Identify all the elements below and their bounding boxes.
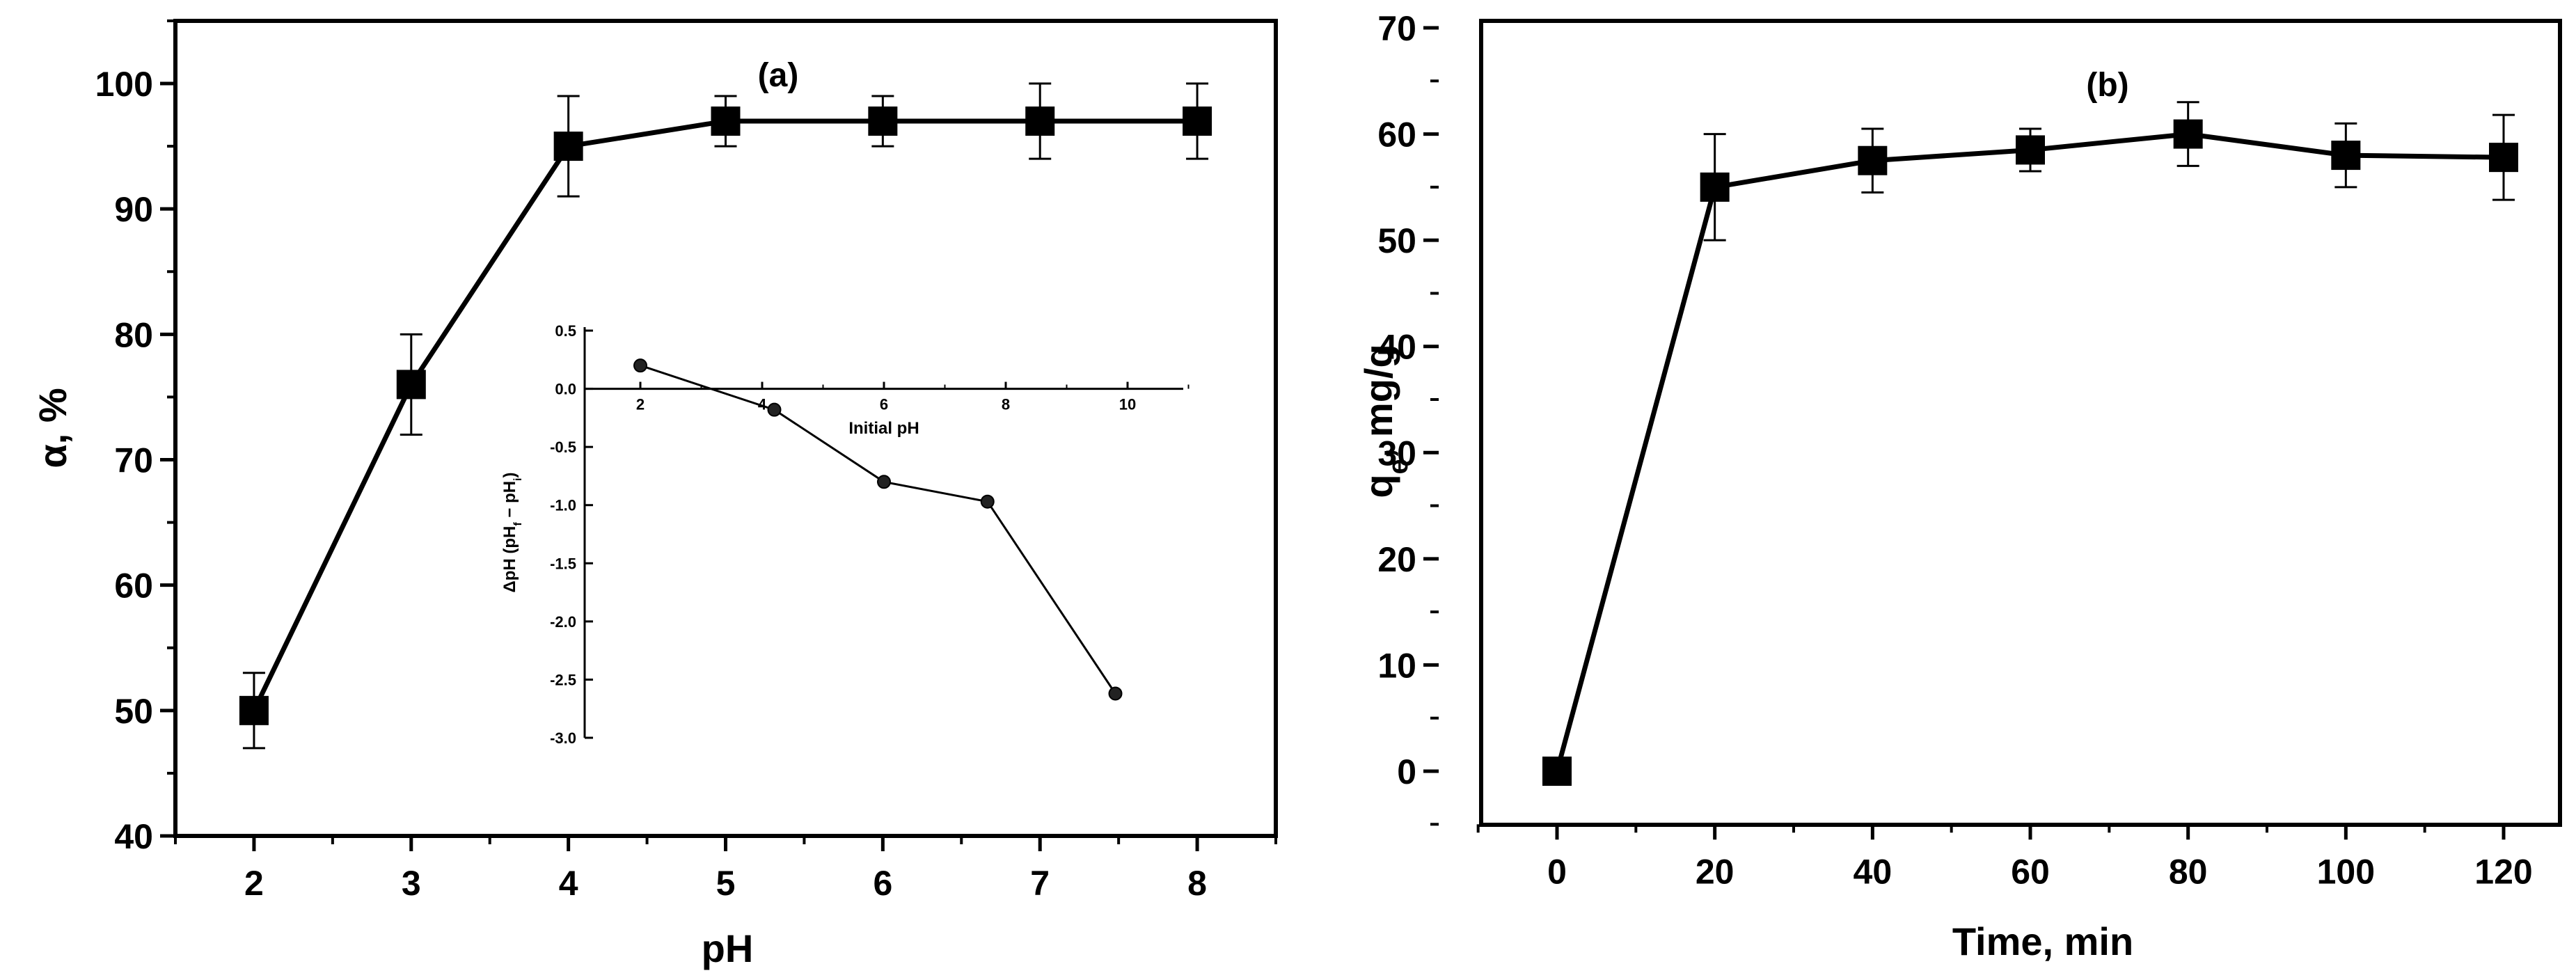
chart-b-markers bbox=[1542, 119, 2518, 786]
chart-a-inset-series-line bbox=[640, 364, 1116, 695]
chart-a-series-line bbox=[251, 118, 1198, 712]
data-point bbox=[2016, 135, 2045, 165]
inset-x-tick-label: 8 bbox=[1002, 396, 1010, 413]
x-tick-label: 7 bbox=[1030, 864, 1050, 903]
y-tick-label: 0 bbox=[1397, 752, 1416, 791]
x-tick-label: 3 bbox=[402, 864, 421, 903]
chart-a-inset-y-axis-label: ΔpH (pHf − pHi) bbox=[500, 472, 524, 592]
y-tick-label: 60 bbox=[1377, 116, 1416, 155]
inset-data-point bbox=[633, 358, 647, 373]
data-point bbox=[396, 370, 426, 400]
chart-a-inset-tick-labels: 2 4 6 8 10 0.5 0.0 -0.5 -1.0 -1.5 -2.0 -2.5 -3.0 bbox=[550, 322, 1136, 747]
x-tick-label: 2 bbox=[244, 864, 264, 903]
chart-b-plot-frame bbox=[1479, 19, 2562, 827]
chart-b-panel-label: (b) bbox=[2086, 67, 2128, 104]
x-tick-label: 8 bbox=[1187, 864, 1207, 903]
y-tick-label: 40 bbox=[114, 817, 153, 856]
inset-y-tick-label: -0.5 bbox=[550, 438, 576, 456]
chart-b-x-axis-label: Time, min bbox=[1952, 919, 2133, 963]
chart-a-x-axis-label: pH bbox=[702, 926, 754, 970]
y-tick-label: 70 bbox=[1377, 9, 1416, 48]
data-point bbox=[1025, 106, 1055, 136]
inset-x-tick-label: 6 bbox=[880, 396, 888, 413]
chart-a-tick-labels: 2 3 4 5 6 7 8 40 50 60 70 80 90 100 bbox=[95, 65, 1207, 903]
y-tick-label: 50 bbox=[114, 692, 153, 731]
inset-y-tick-label: 0.5 bbox=[555, 322, 576, 340]
x-tick-label: 40 bbox=[1854, 852, 1893, 891]
data-point bbox=[2331, 141, 2361, 171]
chart-b-error-bars bbox=[1703, 101, 2515, 242]
inset-y-tick-label: -1.0 bbox=[550, 497, 576, 514]
y-tick-label: 90 bbox=[114, 190, 153, 229]
y-tick-label: 10 bbox=[1377, 646, 1416, 685]
chart-a-inset: 2 4 6 8 10 0.5 0.0 -0.5 -1.0 -1.5 -2.0 -2.5 -3.0 Ini… bbox=[500, 322, 1190, 747]
chart-a-markers bbox=[239, 106, 1212, 725]
x-tick-label: 6 bbox=[873, 864, 892, 903]
chart-b-y-axis-label: qe, mg/g bbox=[1357, 344, 1414, 498]
x-tick-label: 0 bbox=[1547, 852, 1567, 891]
data-point bbox=[1858, 145, 1888, 175]
y-tick-label: 60 bbox=[114, 567, 153, 606]
inset-x-tick-label: 2 bbox=[636, 396, 645, 413]
chart-a-inset-ticks bbox=[585, 329, 1190, 739]
inset-x-tick-label: 10 bbox=[1119, 396, 1136, 413]
chart-a-y-axis-label: α, % bbox=[31, 388, 74, 468]
data-point bbox=[1183, 106, 1212, 136]
x-tick-label: 120 bbox=[2474, 852, 2532, 891]
inset-y-tick-label: -1.5 bbox=[550, 555, 576, 572]
inset-data-point bbox=[767, 402, 782, 417]
x-tick-label: 20 bbox=[1696, 852, 1735, 891]
y-tick-label: 70 bbox=[114, 441, 153, 480]
chart-a-error-bars bbox=[242, 82, 1209, 750]
chart-b: 0 20 40 60 80 100 120 0 10 20 30 40 50 60 70 (b) Time,… bbox=[1357, 9, 2562, 963]
y-tick-label: 30 bbox=[1377, 434, 1416, 473]
chart-a-inset-x-axis-label: Initial pH bbox=[848, 419, 919, 438]
x-tick-label: 4 bbox=[559, 864, 578, 903]
x-tick-label: 5 bbox=[716, 864, 736, 903]
inset-y-tick-label: -3.0 bbox=[550, 729, 576, 747]
x-tick-label: 60 bbox=[2011, 852, 2050, 891]
chart-a-inset-markers bbox=[633, 358, 1123, 701]
data-point bbox=[2489, 143, 2518, 173]
data-point bbox=[711, 106, 741, 136]
data-point bbox=[553, 132, 583, 161]
y-tick-label: 40 bbox=[1377, 328, 1416, 367]
y-tick-label: 100 bbox=[95, 65, 153, 104]
chart-b-tick-labels: 0 20 40 60 80 100 120 0 10 20 30 40 50 60 70 bbox=[1377, 9, 2532, 891]
inset-data-point bbox=[877, 475, 891, 489]
data-point bbox=[1542, 757, 1572, 786]
data-point bbox=[2173, 119, 2203, 149]
chart-b-series-line bbox=[1554, 132, 2504, 772]
inset-y-tick-label: 0.0 bbox=[555, 381, 576, 398]
y-tick-label: 80 bbox=[114, 315, 153, 354]
inset-data-point bbox=[1108, 686, 1123, 701]
chart-b-ticks bbox=[1423, 26, 2506, 840]
y-tick-label: 50 bbox=[1377, 221, 1416, 260]
chart-a: 2 3 4 5 6 7 8 40 50 60 70 80 90 100 (a) pH α, % 2 4 6 8 1… bbox=[31, 19, 1278, 970]
chart-a-panel-label: (a) bbox=[758, 57, 799, 94]
inset-y-tick-label: -2.0 bbox=[550, 613, 576, 631]
inset-x-tick-label: 4 bbox=[758, 396, 767, 413]
data-point bbox=[239, 695, 269, 725]
x-tick-label: 80 bbox=[2169, 852, 2208, 891]
chart-a-ticks bbox=[160, 19, 1277, 851]
x-tick-label: 100 bbox=[2317, 852, 2375, 891]
inset-y-tick-label: -2.5 bbox=[550, 671, 576, 688]
y-tick-label: 20 bbox=[1377, 540, 1416, 579]
data-point bbox=[868, 106, 898, 136]
inset-data-point bbox=[980, 494, 995, 509]
data-point bbox=[1700, 172, 1730, 202]
